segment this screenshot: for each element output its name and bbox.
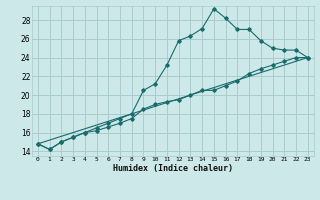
X-axis label: Humidex (Indice chaleur): Humidex (Indice chaleur) — [113, 164, 233, 173]
